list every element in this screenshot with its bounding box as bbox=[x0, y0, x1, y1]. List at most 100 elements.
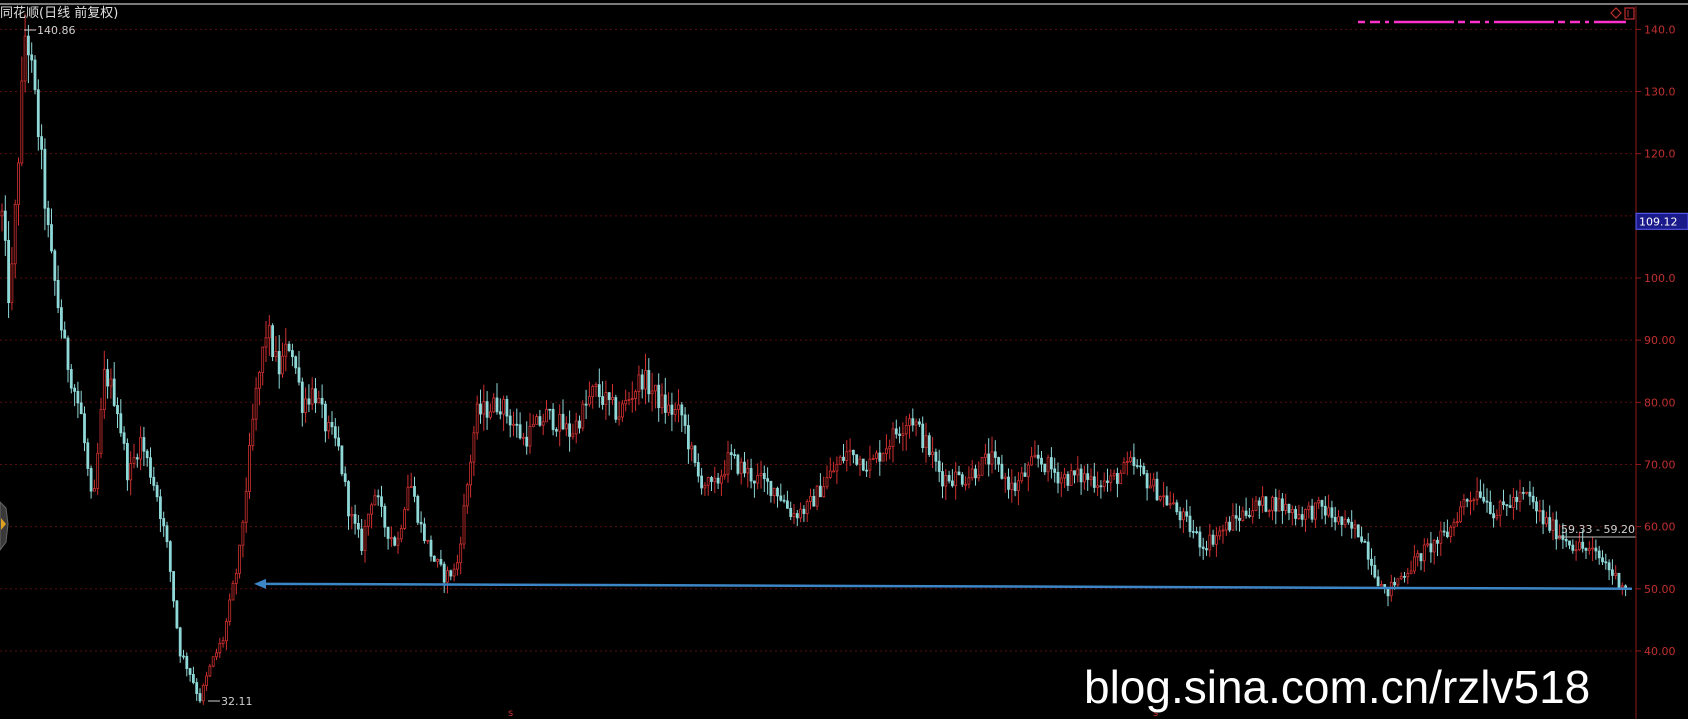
candle-body bbox=[1363, 541, 1367, 543]
candle-body bbox=[149, 457, 152, 478]
candle-body bbox=[1198, 531, 1202, 548]
candle-body bbox=[211, 656, 215, 667]
candle-body bbox=[1165, 495, 1169, 506]
candle-body bbox=[198, 693, 202, 702]
candle-body bbox=[786, 500, 789, 509]
candle-body bbox=[1208, 534, 1212, 551]
candle-body bbox=[373, 495, 377, 506]
candle-body bbox=[129, 463, 133, 481]
price-tick-label: 90.00 bbox=[1644, 334, 1676, 347]
candle-body bbox=[838, 456, 842, 465]
price-tick-label: 60.00 bbox=[1644, 521, 1676, 534]
candle-body bbox=[244, 491, 248, 523]
window-icon[interactable] bbox=[1624, 7, 1635, 20]
diamond-icon[interactable] bbox=[1610, 7, 1622, 19]
candle-body bbox=[1528, 491, 1532, 497]
candle-body bbox=[660, 394, 664, 409]
candle-body bbox=[1191, 531, 1195, 533]
candle-body bbox=[1452, 521, 1456, 528]
candle-body bbox=[746, 468, 750, 474]
candle-body bbox=[512, 423, 515, 426]
candle-body bbox=[1455, 521, 1459, 524]
candle-body bbox=[1228, 521, 1231, 531]
candle-body bbox=[1175, 502, 1179, 513]
candle-body bbox=[894, 428, 898, 435]
candle-body bbox=[1215, 535, 1218, 545]
candle-body bbox=[406, 486, 410, 510]
candle-body bbox=[1462, 499, 1466, 508]
candle-body bbox=[908, 418, 911, 426]
candle-body bbox=[568, 423, 571, 437]
candle-body bbox=[1439, 530, 1443, 544]
candle-body bbox=[663, 394, 667, 413]
candle-body bbox=[1416, 553, 1420, 558]
candle-body bbox=[845, 451, 849, 461]
candle-body bbox=[1168, 503, 1172, 506]
candle-body bbox=[574, 420, 578, 435]
candle-body bbox=[1426, 543, 1429, 546]
candle-body bbox=[1132, 457, 1136, 466]
left-scroll-handle[interactable] bbox=[0, 501, 9, 551]
candle-body bbox=[17, 162, 20, 205]
candle-body bbox=[934, 451, 938, 462]
candle-body bbox=[621, 403, 624, 418]
candle-body bbox=[1211, 534, 1215, 545]
candle-body bbox=[191, 674, 195, 683]
candle-body bbox=[693, 445, 697, 463]
candle-body bbox=[941, 471, 944, 487]
candle-body bbox=[677, 404, 680, 410]
candle-body bbox=[495, 397, 499, 413]
max-marker: 140.86 bbox=[24, 24, 76, 37]
candle-body bbox=[168, 541, 172, 572]
candle-body bbox=[657, 384, 661, 409]
candle-body bbox=[30, 54, 34, 61]
candle-body bbox=[1409, 570, 1413, 575]
candle-body bbox=[112, 378, 116, 406]
candle-body bbox=[881, 453, 885, 462]
candle-body bbox=[432, 555, 436, 562]
candle-body bbox=[541, 421, 545, 426]
candle-body bbox=[1482, 496, 1486, 502]
candle-body bbox=[528, 426, 532, 447]
candle-body bbox=[1373, 564, 1377, 578]
candle-body bbox=[482, 401, 486, 415]
candle-body bbox=[1422, 544, 1426, 562]
candle-body bbox=[1495, 514, 1499, 519]
candle-body bbox=[947, 474, 951, 482]
candle-body bbox=[1386, 587, 1390, 597]
candle-body bbox=[284, 343, 288, 357]
scroll-arrow-icon[interactable] bbox=[1, 518, 6, 530]
candle-body bbox=[310, 388, 314, 405]
candle-body bbox=[855, 454, 859, 465]
candle-body bbox=[257, 372, 261, 389]
candle-body bbox=[555, 429, 558, 432]
candle-body bbox=[914, 421, 918, 426]
price-tick-label: 130.0 bbox=[1644, 86, 1676, 99]
candle-body bbox=[343, 473, 347, 482]
candle-body bbox=[53, 250, 57, 281]
candle-body bbox=[297, 367, 301, 383]
candle-body bbox=[1617, 572, 1621, 588]
candle-body bbox=[1396, 578, 1400, 586]
candle-body bbox=[1109, 475, 1113, 483]
candle-body bbox=[1307, 505, 1311, 510]
candle-body bbox=[241, 521, 245, 546]
candle-body bbox=[238, 544, 242, 574]
candle-body bbox=[383, 506, 387, 528]
candle-body bbox=[231, 583, 235, 601]
candle-body bbox=[937, 460, 941, 472]
candle-body bbox=[960, 474, 964, 485]
candle-body bbox=[531, 423, 535, 427]
candle-body bbox=[122, 432, 126, 444]
candle-body bbox=[1033, 454, 1037, 458]
candle-body bbox=[1587, 548, 1591, 551]
candle-body bbox=[1525, 491, 1528, 494]
candle-body bbox=[1515, 496, 1519, 502]
candle-body bbox=[1149, 485, 1152, 489]
candle-body bbox=[99, 409, 103, 454]
candle-body bbox=[380, 496, 383, 507]
candle-body bbox=[627, 399, 631, 401]
candle-body bbox=[1518, 492, 1522, 502]
candle-body bbox=[1429, 543, 1433, 553]
